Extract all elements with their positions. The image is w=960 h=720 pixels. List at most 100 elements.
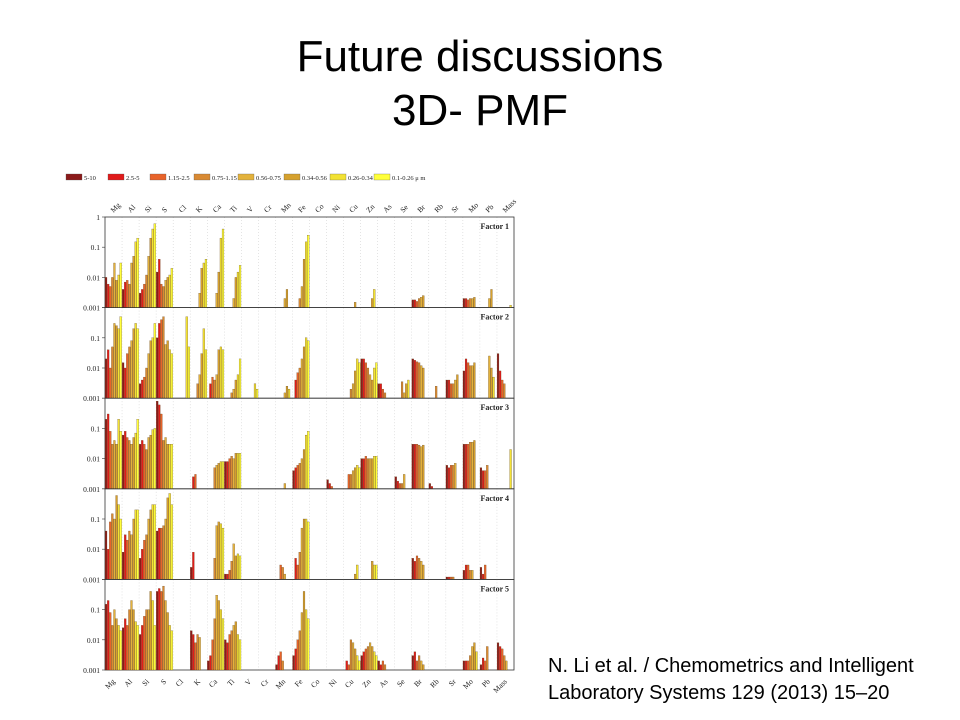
bar-Cu-3 xyxy=(349,639,352,671)
bar-Ca-7 xyxy=(221,228,225,308)
bar-Al-2 xyxy=(126,280,129,308)
bar-Mo-4 xyxy=(471,442,474,489)
bar-Mg-7 xyxy=(119,630,122,671)
bar-Ti-2 xyxy=(228,570,231,580)
bar-Mg-7 xyxy=(119,518,122,580)
bar-Ca-7 xyxy=(221,349,225,399)
bar-K-6 xyxy=(202,328,205,399)
bar-Fe-4 xyxy=(300,358,303,399)
bar-Ca-3 xyxy=(213,467,216,489)
bar-Zn-0 xyxy=(360,358,363,399)
bottom-label-Cu: Cu xyxy=(343,677,356,690)
bar-Fe-5 xyxy=(302,259,306,308)
bar-Zn-0 xyxy=(360,655,363,671)
bar-Si-5 xyxy=(149,434,152,489)
bar-Sr-0 xyxy=(445,465,448,489)
bar-Fe-2 xyxy=(296,564,299,580)
bar-Cl-7 xyxy=(187,346,190,399)
bar-Pb-4 xyxy=(488,355,491,399)
bar-Al-7 xyxy=(136,625,139,671)
bar-Mg-1 xyxy=(107,283,110,308)
bar-Cu-5 xyxy=(354,573,357,580)
bar-Al-2 xyxy=(126,353,129,399)
bar-Mg-6 xyxy=(117,419,120,489)
bar-Ti-4 xyxy=(232,298,235,308)
citation-line-1: N. Li et al. / Chemometrics and Intellig… xyxy=(548,655,914,677)
bar-Zn-4 xyxy=(369,642,372,671)
bottom-label-Ti: Ti xyxy=(225,677,236,688)
bar-Mass-2 xyxy=(501,648,504,671)
bar-Sr-1 xyxy=(447,379,451,399)
bar-K-6 xyxy=(202,262,205,308)
bar-Fe-0 xyxy=(292,470,295,489)
bar-Br-1 xyxy=(413,561,416,580)
bar-Mg-7 xyxy=(119,316,122,399)
bar-Si-0 xyxy=(139,634,142,671)
bar-Al-4 xyxy=(130,600,133,671)
bar-Si-4 xyxy=(147,518,150,580)
bar-Fe-3 xyxy=(298,552,301,580)
bar-Mg-2 xyxy=(109,367,112,399)
bar-Se-4 xyxy=(403,474,406,489)
legend-item-3: 0.75-1.15 xyxy=(193,173,237,182)
bar-Ti-6 xyxy=(236,553,239,580)
bar-Ca-6 xyxy=(219,346,222,399)
legend-item-0: 5-10 xyxy=(65,173,96,182)
y-tick-label: 0.001 xyxy=(83,575,100,584)
bar-Zn-4 xyxy=(369,458,372,489)
bar-Pb-1 xyxy=(482,657,485,671)
bar-Ca-7 xyxy=(221,527,225,580)
bar-Fe-7 xyxy=(307,340,310,399)
bar-Ti-2 xyxy=(228,634,231,671)
bar-Si-0 xyxy=(139,444,142,489)
bar-Si-5 xyxy=(149,591,152,671)
bar-S-2 xyxy=(160,413,163,489)
bar-Br-1 xyxy=(413,360,416,399)
bar-Si-1 xyxy=(141,440,144,489)
bar-Mn-4 xyxy=(283,298,286,308)
bar-Al-0 xyxy=(122,289,125,308)
top-label-Zn: Zn xyxy=(364,202,376,214)
bottom-label-Fe: Fe xyxy=(293,677,305,689)
legend-swatch xyxy=(149,173,167,181)
bar-Se-3 xyxy=(401,483,404,489)
bar-Zn-3 xyxy=(366,367,370,399)
bar-Zn-2 xyxy=(364,362,367,399)
bar-Si-2 xyxy=(143,444,146,489)
bar-Zn-1 xyxy=(362,358,365,399)
bar-Ti-7 xyxy=(238,358,242,399)
bar-Ti-5 xyxy=(234,621,237,671)
bar-Ca-7 xyxy=(221,461,225,489)
bar-Al-6 xyxy=(134,323,137,399)
bar-K-1 xyxy=(192,476,195,489)
bar-Pb-2 xyxy=(484,564,487,580)
bar-Sr-4 xyxy=(454,463,457,489)
bar-Al-7 xyxy=(136,328,139,399)
bar-Rb-3 xyxy=(435,386,438,399)
bar-K-1 xyxy=(192,634,195,671)
bar-Fe-1 xyxy=(294,379,297,399)
bar-Zn-5 xyxy=(371,298,374,308)
bar-Fe-6 xyxy=(305,609,308,671)
legend-item-5: 0.34-0.56 xyxy=(283,173,328,182)
bar-Si-1 xyxy=(141,379,144,399)
top-label-Mass: Mass xyxy=(501,197,519,215)
top-label-Pb: Pb xyxy=(483,202,495,214)
bar-Fe-5 xyxy=(302,518,306,580)
bar-Ca-6 xyxy=(219,461,222,489)
bar-Fe-5 xyxy=(302,346,306,399)
bar-Cl-6 xyxy=(185,316,188,399)
legend-item-4: 0.56-0.75 xyxy=(237,173,281,182)
bar-Sr-0 xyxy=(445,379,448,399)
bar-Cu-7 xyxy=(358,362,361,399)
bar-Si-7 xyxy=(153,323,156,399)
bar-Si-6 xyxy=(151,600,154,671)
bar-Ca-3 xyxy=(213,558,216,580)
bar-As-0 xyxy=(377,660,380,671)
bar-Ca-3 xyxy=(213,618,216,671)
bar-Fe-3 xyxy=(298,463,301,489)
bar-Si-2 xyxy=(143,376,146,399)
bar-Fe-2 xyxy=(296,639,299,671)
bar-Zn-6 xyxy=(373,289,376,308)
bottom-label-Si: Si xyxy=(140,677,151,688)
